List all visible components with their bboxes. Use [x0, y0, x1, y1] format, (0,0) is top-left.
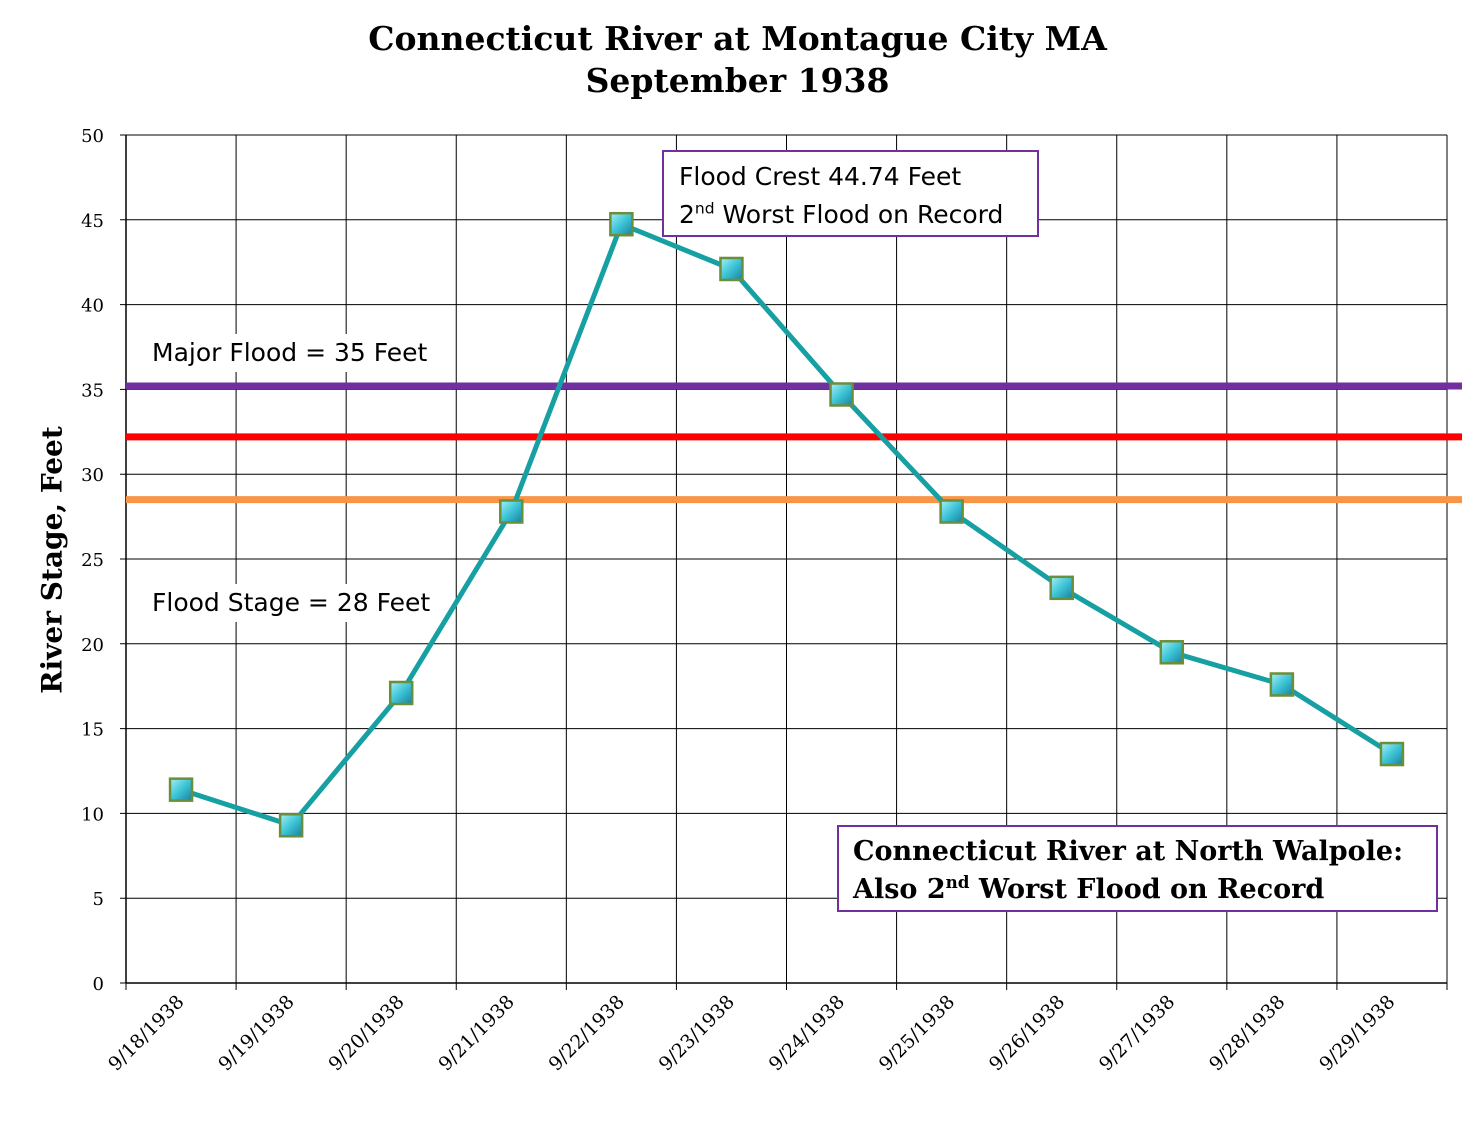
crest-rank-suffix: nd	[694, 199, 715, 218]
y-tick-label: 5	[93, 889, 104, 910]
y-tick-label: 15	[81, 720, 104, 741]
x-tick-labels: 9/18/1938 9/19/1938 9/20/1938 9/21/1938 9/22…	[104, 991, 1399, 1075]
walpole-rank-text: Worst Flood on Record	[969, 874, 1325, 905]
data-point	[609, 211, 634, 237]
x-tick-label: 9/19/1938	[214, 991, 298, 1075]
reference-lines	[126, 382, 1462, 504]
crest-rank: 2	[679, 200, 695, 229]
y-tick-label: 35	[81, 380, 104, 401]
y-tick-label: 0	[93, 974, 104, 995]
x-tick-label: 9/21/1938	[434, 991, 518, 1075]
data-point	[499, 499, 524, 524]
flood-crest-callout: Flood Crest 44.74 Feet 2nd Worst Flood o…	[662, 150, 1039, 237]
data-point	[1269, 672, 1295, 697]
data-point	[278, 813, 304, 838]
x-tick-label: 9/25/1938	[875, 991, 959, 1075]
y-tick-label: 20	[81, 635, 104, 656]
data-point	[168, 777, 194, 802]
x-tick-label: 9/20/1938	[324, 991, 408, 1075]
y-tick-labels: 0 5 10 15 20 25 30 35 40 45 50	[81, 126, 104, 995]
data-point	[939, 499, 964, 524]
data-point	[1379, 741, 1405, 767]
series-line	[180, 221, 1394, 828]
y-axis-label: River Stage, Feet	[35, 426, 69, 694]
chart-title: Connecticut River at Montague City MA Se…	[0, 18, 1475, 102]
data-point	[1049, 575, 1074, 601]
y-tick-label: 50	[81, 126, 104, 147]
y-tick-label: 10	[81, 804, 104, 825]
crest-rank-text: Worst Flood on Record	[714, 200, 1004, 229]
x-tick-label: 9/18/1938	[104, 991, 188, 1075]
chart-title-line: Connecticut River at Montague City MA	[368, 19, 1107, 58]
major-flood-label: Major Flood = 35 Feet	[146, 334, 436, 372]
x-tick-label: 9/26/1938	[985, 991, 1069, 1075]
crest-line-1: Flood Crest 44.74 Feet	[679, 162, 962, 191]
y-tick-label: 45	[81, 211, 104, 232]
y-tick-label: 40	[81, 296, 104, 317]
walpole-line-2: Also 2nd Worst Flood on Record	[853, 871, 1436, 909]
markers	[168, 211, 1405, 838]
data-point	[388, 680, 414, 706]
walpole-rank: Also 2	[853, 874, 946, 905]
y-tick-label: 25	[81, 550, 104, 571]
x-tick-label: 9/27/1938	[1095, 991, 1179, 1075]
y-tick-label: 30	[81, 465, 104, 486]
data-point	[829, 382, 854, 407]
x-tick-label: 9/22/1938	[544, 991, 628, 1075]
walpole-rank-suffix: nd	[945, 872, 970, 892]
x-tick-label: 9/28/1938	[1205, 991, 1289, 1075]
data-point	[719, 256, 744, 282]
flood-stage-label: Flood Stage = 28 Feet	[146, 584, 439, 622]
x-tick-label: 9/29/1938	[1315, 991, 1399, 1075]
crest-line-2: 2nd Worst Flood on Record	[679, 196, 1037, 234]
x-tick-label: 9/24/1938	[765, 991, 849, 1075]
data-point	[1159, 640, 1185, 665]
north-walpole-callout: Connecticut River at North Walpole: Also…	[837, 825, 1438, 912]
walpole-line-1: Connecticut River at North Walpole:	[853, 836, 1404, 867]
axes	[125, 135, 1447, 984]
series	[180, 221, 1394, 828]
x-tick-label: 9/23/1938	[655, 991, 739, 1075]
chart-subtitle: September 1938	[585, 61, 890, 100]
